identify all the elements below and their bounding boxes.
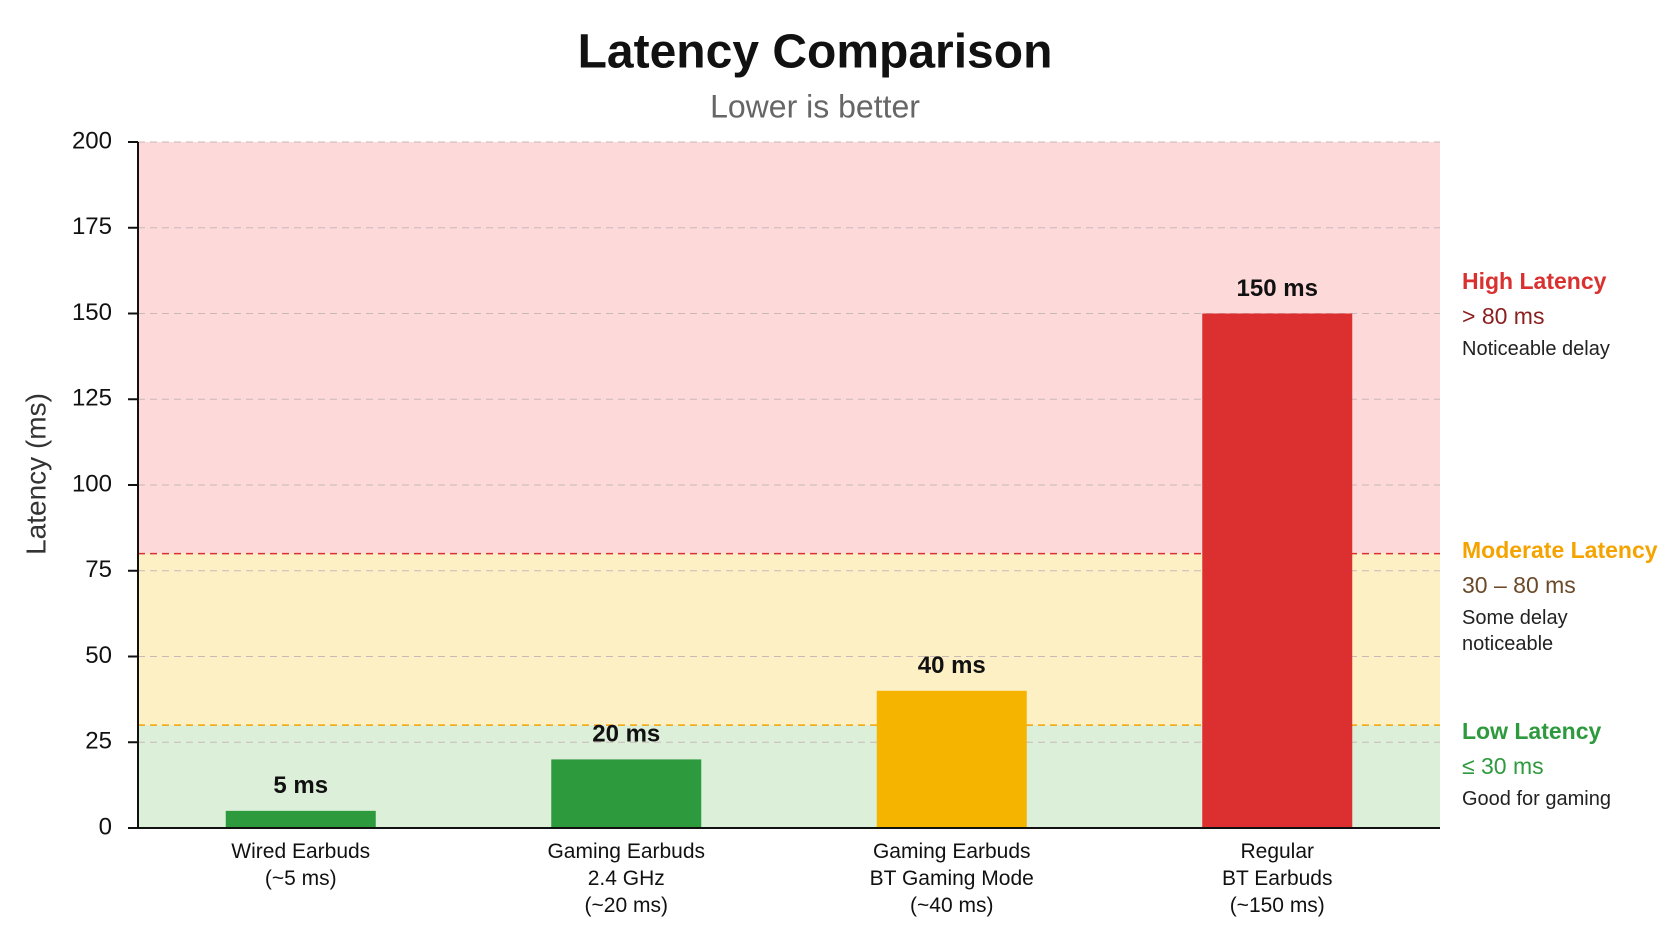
value-label: 40 ms <box>918 652 986 679</box>
bar <box>1202 313 1353 828</box>
value-label: 20 ms <box>592 721 660 748</box>
y-tick-label: 175 <box>72 213 112 240</box>
zone-range: ≤ 30 ms <box>1462 753 1544 779</box>
y-tick-label: 125 <box>72 385 112 412</box>
bar <box>876 690 1027 828</box>
zone-note: Some delay noticeable <box>1462 607 1568 655</box>
y-tick-label: 100 <box>72 470 112 497</box>
x-tick-label: Gaming Earbuds 2.4 GHz (~20 ms) <box>547 840 705 917</box>
value-label: 150 ms <box>1237 275 1318 302</box>
zone-range: 30 – 80 ms <box>1462 572 1576 598</box>
x-tick-label: Wired Earbuds (~5 ms) <box>231 840 370 890</box>
zone-note: Good for gaming <box>1462 788 1611 810</box>
zone-name: Low Latency <box>1462 718 1602 744</box>
y-axis-label: Latency (ms) <box>20 393 51 555</box>
y-tick-label: 150 <box>72 299 112 326</box>
x-tick-label: Gaming Earbuds BT Gaming Mode (~40 ms) <box>870 840 1034 917</box>
x-tick-label: Regular BT Earbuds (~150 ms) <box>1222 840 1333 917</box>
zone-name: Moderate Latency <box>1462 537 1658 563</box>
y-tick-label: 50 <box>85 642 112 669</box>
value-label: 5 ms <box>273 772 328 799</box>
y-tick-label: 200 <box>72 127 112 154</box>
y-tick-label: 75 <box>85 556 112 583</box>
zone-note: Noticeable delay <box>1462 338 1610 360</box>
chart-subtitle: Lower is better <box>710 88 920 124</box>
y-tick-label: 0 <box>99 813 112 840</box>
zone-range: > 80 ms <box>1462 303 1544 329</box>
bar <box>551 759 702 828</box>
zone-name: High Latency <box>1462 268 1607 294</box>
bar <box>225 810 376 828</box>
y-tick-label: 25 <box>85 728 112 755</box>
chart-title: Latency Comparison <box>578 26 1053 79</box>
